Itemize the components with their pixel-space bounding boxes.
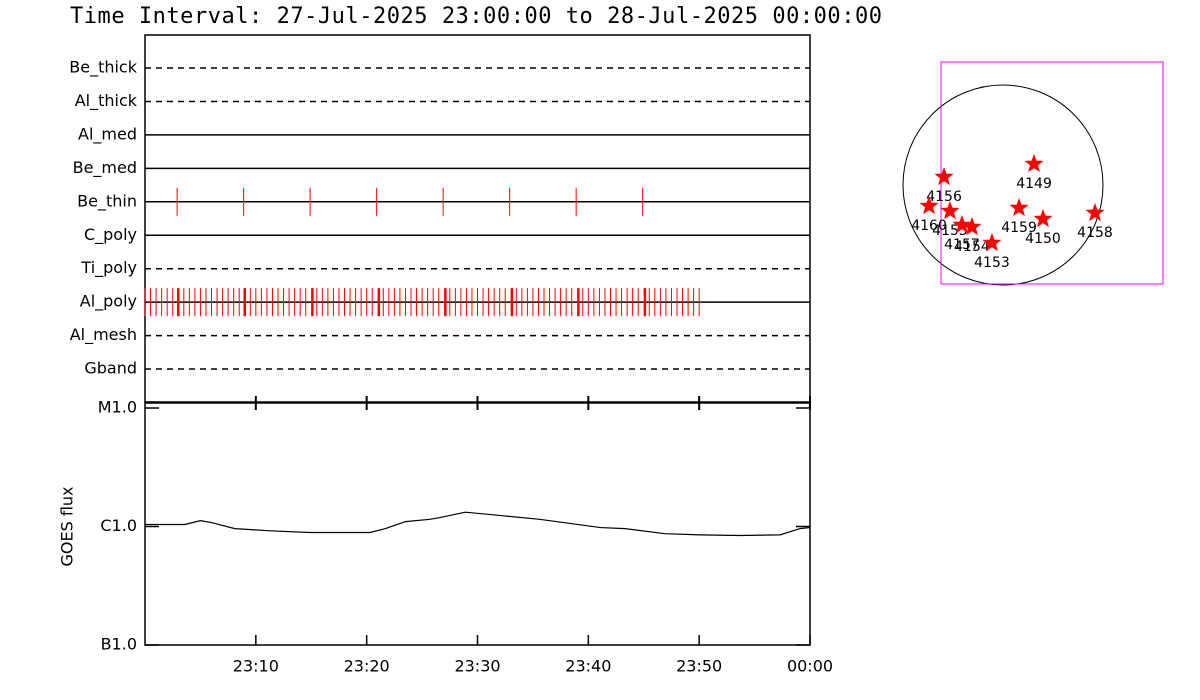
filter-label: Al_med [78,124,137,144]
region-star [962,217,982,236]
region-star [940,201,960,220]
region-star [952,215,972,234]
region-star [1085,203,1105,222]
filter-label: Al_mesh [70,325,137,345]
filter-label: Be_thick [69,58,137,78]
x-tick-label: 23:50 [676,657,722,676]
solar-limb [902,84,1104,286]
filter-label: Be_med [73,158,137,178]
filter-label: Be_thin [77,191,137,211]
filter-label: Al_poly [80,292,137,312]
x-tick-label: 00:00 [787,657,833,676]
x-tick-label: 23:20 [344,657,390,676]
region-star [982,233,1002,252]
title: Time Interval: 27-Jul-2025 23:00:00 to 2… [70,4,882,29]
timeline-frame [144,34,811,403]
y-axis-label: GOES flux [58,486,77,566]
region-label: 4159 [1001,220,1037,236]
filter-label: C_poly [84,225,137,245]
region-star [1033,209,1053,227]
region-star [934,167,954,186]
goes-frame [144,402,811,646]
x-tick-label: 23:40 [565,657,611,676]
region-label: 4150 [1025,231,1061,247]
region-label: 4158 [1077,225,1113,241]
x-tick-label: 23:10 [233,657,279,676]
region-label: 4160 [911,218,947,234]
region-star [1009,198,1029,217]
region-star [919,196,939,215]
y-tick-label: B1.0 [101,635,137,654]
y-tick-label: M1.0 [98,398,137,417]
filter-label: Al_thick [75,91,138,111]
region-label: 4154 [954,239,990,255]
region-star [1024,154,1044,172]
region-label: 4157 [944,237,980,253]
goes-curve [145,511,811,537]
x-tick-label: 23:30 [454,657,500,676]
region-label: 4156 [926,189,962,205]
filter-label: Gband [84,359,137,378]
filter-label: Ti_poly [80,258,137,278]
field-of-view [940,61,1164,285]
region-label: 4153 [974,255,1010,271]
y-tick-label: C1.0 [100,516,137,535]
region-label: 4149 [1016,176,1052,192]
